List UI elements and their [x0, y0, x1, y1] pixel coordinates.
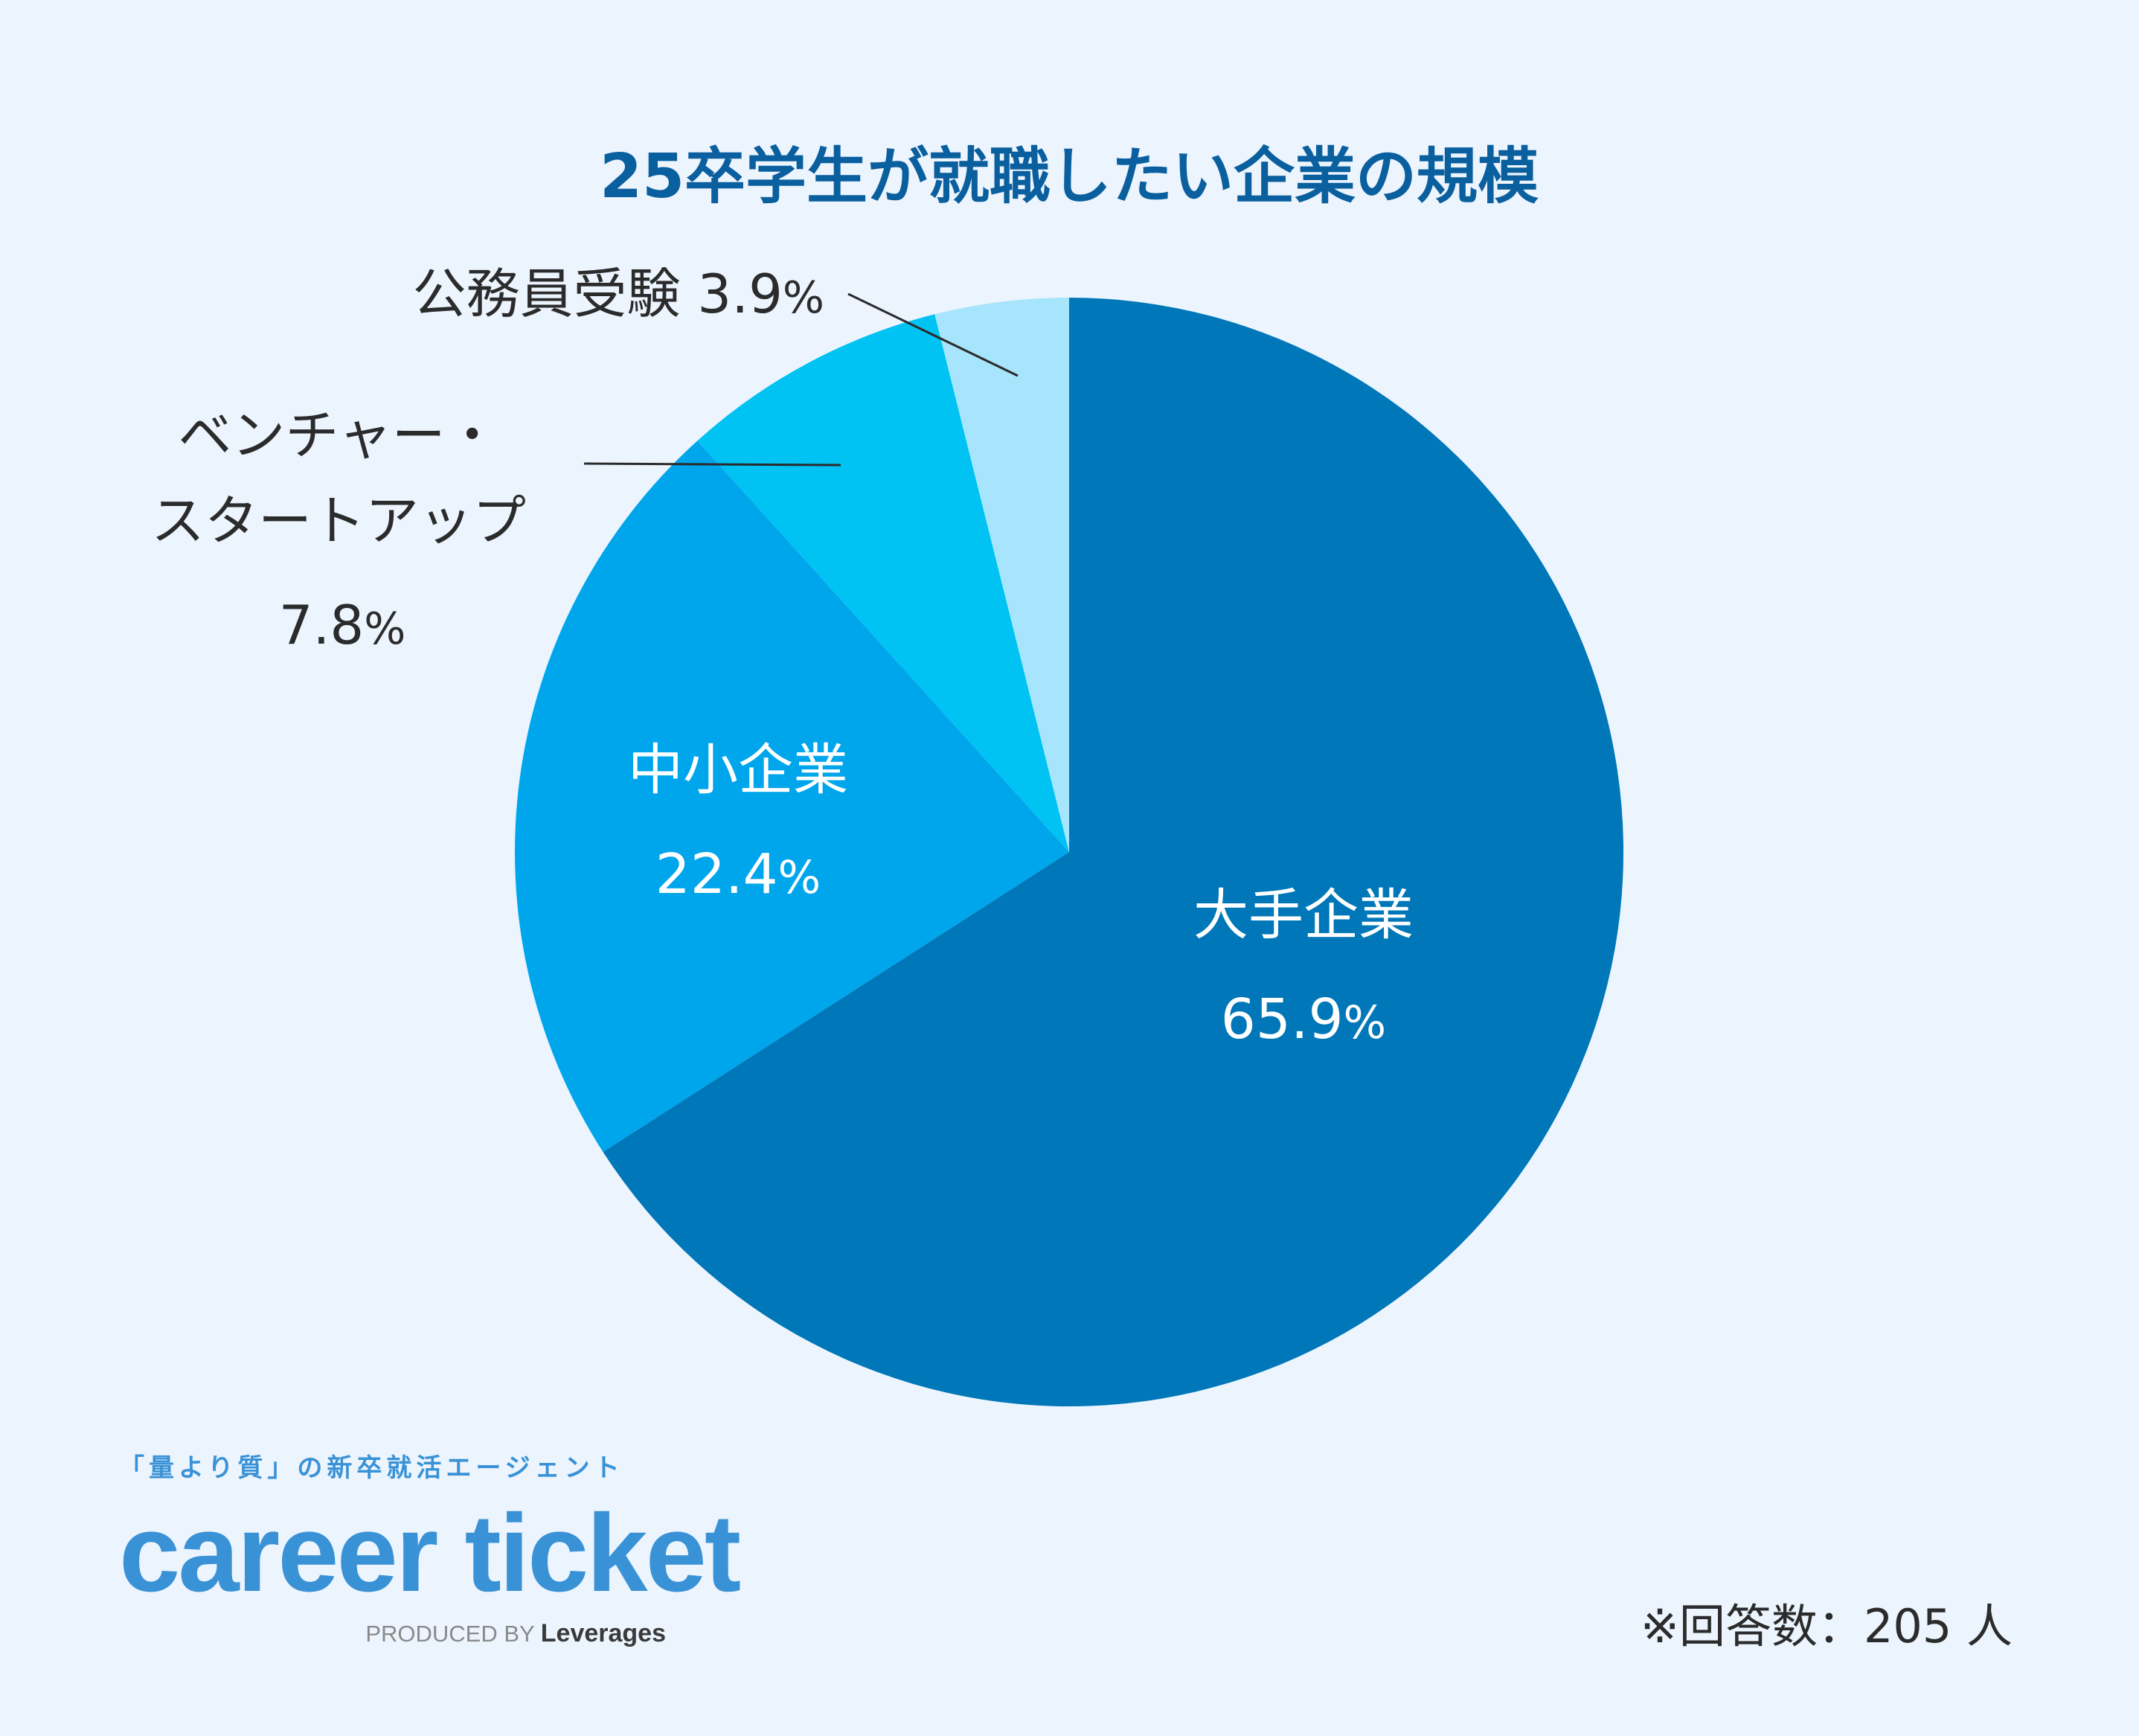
produced-by: PRODUCED BY Leverages [119, 1619, 666, 1648]
leader-line-venture-startup [583, 462, 841, 467]
slice-value-large-company: 65.9% [1221, 987, 1386, 1051]
leader-line-civil-service [847, 292, 1019, 377]
slice-label-venture-line1: ベンチャー・ [178, 404, 498, 467]
brand-tagline: 「量より質」の新卒就活エージェント [119, 1453, 624, 1483]
slice-label-venture-line2: スタートアップ [151, 490, 526, 552]
slice-sme [515, 441, 1069, 1153]
slice-value-venture: 7.8% [279, 594, 406, 656]
produced-by-label: PRODUCED BY [365, 1621, 535, 1647]
slice-venture-startup [697, 314, 1069, 852]
brand-logo-block: 「量より質」の新卒就活エージェント career ticket PRODUCED… [119, 1447, 741, 1648]
slice-label-sme: 中小企業 [628, 738, 848, 802]
slice-civil-service [934, 298, 1069, 852]
slice-label-civil-service: 公務員受験 3.9% [412, 263, 824, 325]
respondent-count-note: ※回答数：205 人 [1641, 1599, 2013, 1653]
slice-label-large-company: 大手企業 [1193, 883, 1414, 947]
chart-title: 25卒学生が就職したい企業の規模 [600, 141, 1539, 212]
produced-by-company: Leverages [540, 1619, 666, 1647]
slice-value-sme: 22.4% [655, 842, 821, 906]
slice-large-company [603, 297, 1624, 1406]
brand-logo: career ticket [119, 1492, 741, 1615]
